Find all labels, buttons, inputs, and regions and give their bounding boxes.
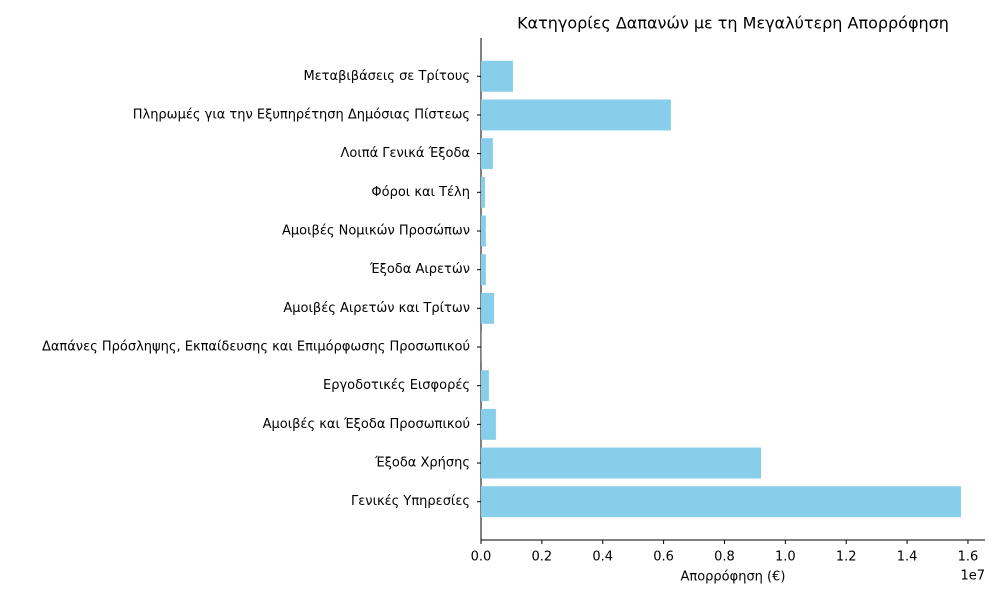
bar	[481, 254, 486, 286]
bar	[481, 215, 486, 247]
y-tick-label: Γενικές Υπηρεσίες	[351, 494, 470, 509]
bar	[481, 176, 485, 208]
x-tick-label: 0.0	[471, 550, 492, 565]
bar	[481, 292, 495, 324]
y-tick-label: Φόροι και Τέλη	[371, 185, 470, 200]
x-offset-label: 1e7	[960, 569, 985, 584]
x-axis-label: Απορρόφηση (€)	[681, 570, 786, 585]
x-tick-label: 0.6	[653, 550, 674, 565]
chart-title: Κατηγορίες Δαπανών με τη Μεγαλύτερη Απορ…	[517, 14, 949, 33]
bar	[481, 99, 671, 131]
y-tick-label: Μεταβιβάσεις σε Τρίτους	[303, 69, 470, 84]
y-tick-label: Δαπάνες Πρόσληψης, Εκπαίδευσης και Επιμό…	[42, 340, 470, 355]
y-tick-label: Λοιπά Γενικά Έξοδα	[341, 146, 471, 161]
x-tick-label: 0.2	[532, 550, 553, 565]
x-tick-label: 1.0	[775, 550, 796, 565]
y-tick-label: Αμοιβές και Έξοδα Προσωπικού	[263, 417, 470, 432]
bar	[481, 138, 493, 170]
x-tick-label: 1.2	[836, 550, 857, 565]
y-tick-label: Αμοιβές Νομικών Προσώπων	[282, 223, 470, 238]
bar	[481, 408, 496, 440]
y-tick-label: Έξοδα Αιρετών	[369, 262, 470, 277]
y-tick-label: Αμοιβές Αιρετών και Τρίτων	[283, 301, 470, 316]
x-tick-label: 0.4	[592, 550, 613, 565]
bar	[481, 60, 513, 92]
bar	[481, 486, 961, 518]
y-tick-label: Πληρωμές για την Εξυπηρέτηση Δημόσιας Πί…	[133, 107, 470, 122]
y-tick-label: Έξοδα Χρήσης	[374, 456, 470, 471]
x-tick-label: 1.4	[897, 550, 918, 565]
bar	[481, 447, 761, 479]
bar	[481, 370, 489, 402]
y-tick-label: Εργοδοτικές Εισφορές	[323, 378, 470, 393]
x-tick-label: 0.8	[714, 550, 735, 565]
x-tick-label: 1.6	[958, 550, 979, 565]
